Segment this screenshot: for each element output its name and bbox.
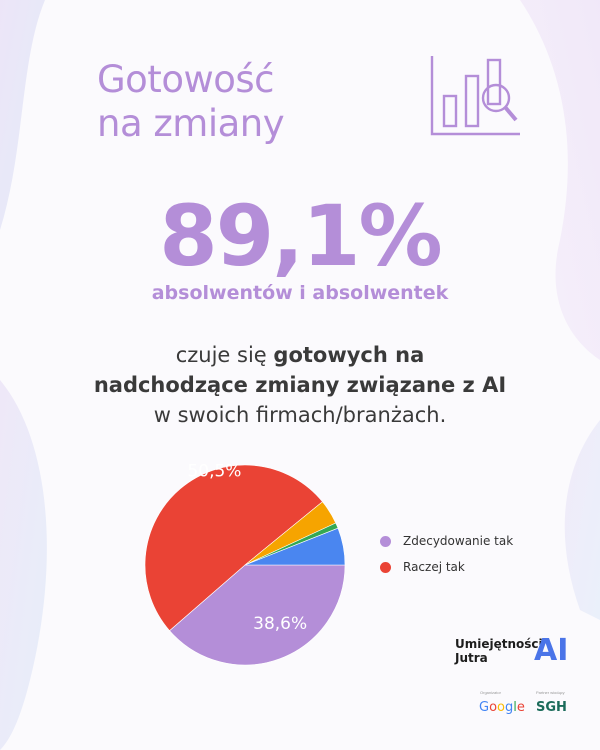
title-line-1: Gotowość (97, 58, 274, 101)
google-logo: Google (479, 700, 525, 715)
stat-value: 89,1% (159, 187, 442, 285)
description-pre: czuje się (175, 343, 274, 367)
stat-subject: absolwentów i absolwentek (151, 282, 449, 304)
legend-swatch (380, 561, 391, 573)
pie-slice-4 (244, 527, 346, 566)
title-line-2: na zmiany (97, 102, 285, 145)
partner-label: Partner wiodący (536, 690, 565, 695)
brand-line-1: Umiejętności (455, 637, 543, 651)
description-line-2: nadchodzące zmiany związane z AI (0, 370, 600, 400)
legend-label: Raczej tak (403, 560, 465, 574)
description-bold-1: gotowych na (273, 343, 425, 367)
page-title: Gotowość na zmiany (97, 58, 285, 146)
brand-ai: AI (534, 633, 569, 668)
description-line-3: w swoich firmach/branżach. (0, 400, 600, 430)
brand-line-2: Jutra (455, 651, 488, 665)
legend-item: Zdecydowanie tak (380, 528, 513, 554)
legend-label: Zdecydowanie tak (403, 534, 514, 548)
chart-legend: Zdecydowanie tak Raczej tak (380, 528, 513, 580)
legend-item: Raczej tak (380, 554, 513, 580)
pie-label-0: 38,6% (253, 614, 307, 634)
pie-slice-1 (144, 464, 323, 632)
description-bold-2: nadchodzące zmiany związane z AI (93, 373, 507, 397)
organizer-label: Organizator (480, 690, 501, 695)
brand-logo: Umiejętności Jutra AI (455, 633, 585, 677)
description: czuje się gotowych na nadchodzące zmiany… (0, 340, 600, 430)
legend-swatch (380, 535, 391, 547)
description-post: w swoich firmach/branżach. (153, 403, 447, 427)
pie-label-1: 50,5% (187, 462, 241, 482)
bar-chart-magnifier-icon (430, 56, 520, 136)
sgh-logo: SGH (536, 700, 567, 715)
pie-chart: 38,6% 50,5% (144, 462, 346, 666)
description-line-1: czuje się gotowych na (0, 340, 600, 370)
pie-slice-0 (169, 564, 346, 666)
